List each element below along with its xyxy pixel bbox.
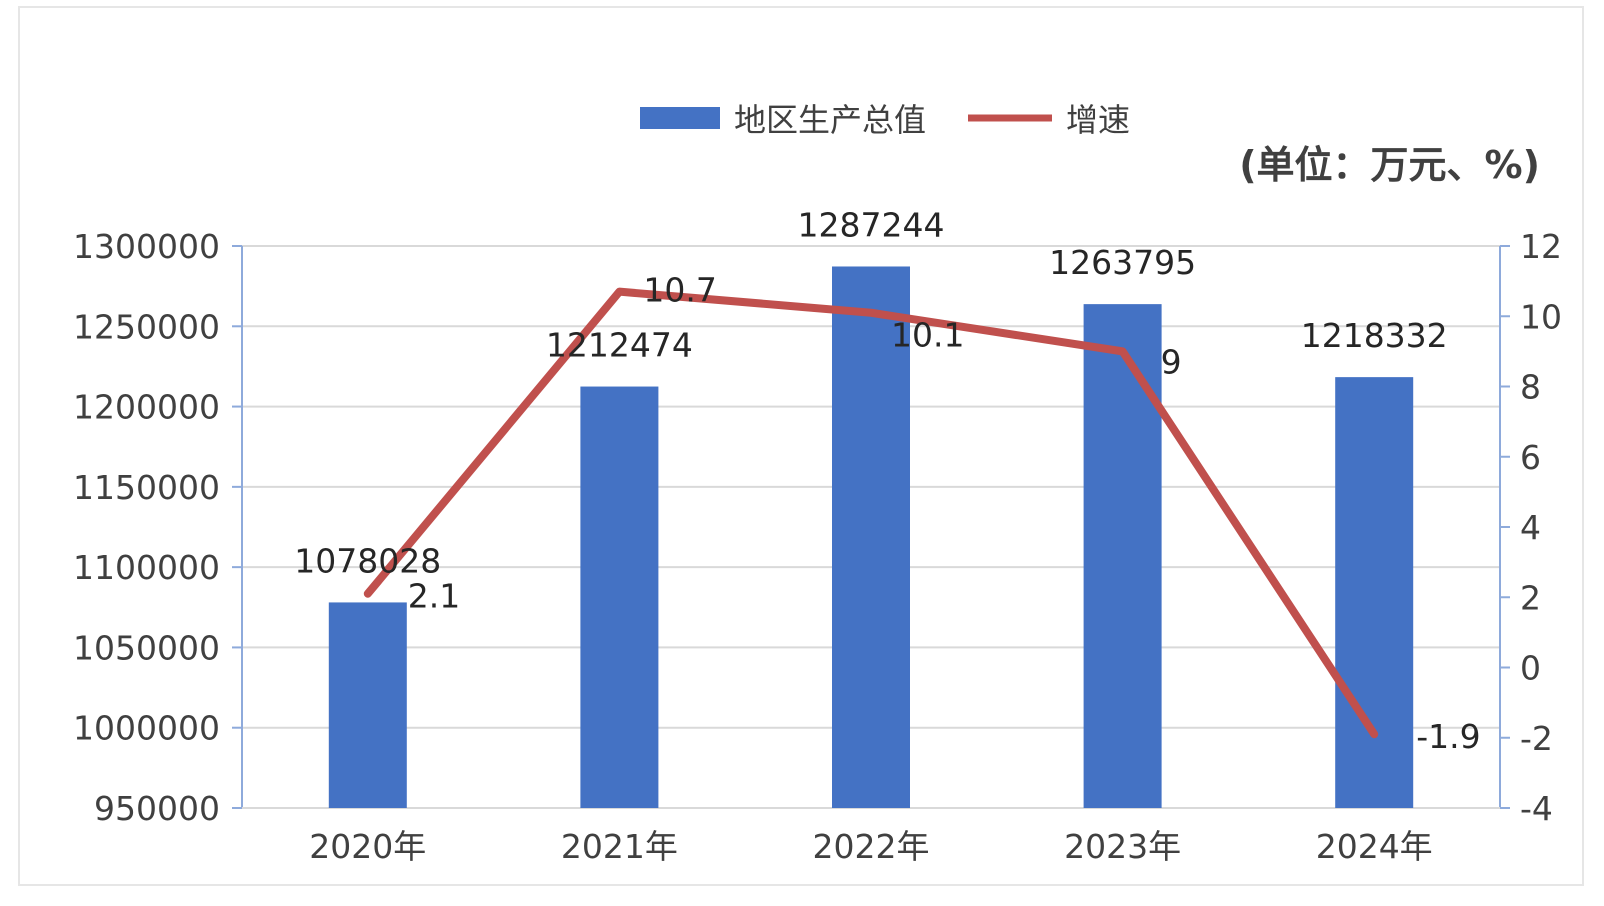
line-value-label: 10.7 bbox=[643, 271, 716, 310]
bar-value-label: 1078028 bbox=[294, 541, 441, 580]
chart-frame bbox=[18, 6, 1584, 886]
x-tick-label: 2021年 bbox=[561, 827, 678, 866]
right-tick-label: -2 bbox=[1520, 719, 1553, 758]
axes: 950000 1000000 1050000 1100000 1150000 120000… bbox=[73, 227, 1562, 866]
x-tick-label: 2024年 bbox=[1316, 827, 1433, 866]
bar-value-label: 1212474 bbox=[546, 326, 693, 365]
bar-value-label: 1263795 bbox=[1049, 243, 1196, 282]
left-tick-label: 1150000 bbox=[73, 468, 220, 507]
bar-value-label: 1218332 bbox=[1301, 316, 1448, 355]
bar bbox=[580, 386, 659, 808]
bar bbox=[328, 602, 407, 808]
line-point bbox=[1373, 733, 1375, 735]
bar-value-label: 1287244 bbox=[798, 205, 945, 244]
line-value-label: 10.1 bbox=[891, 316, 964, 355]
line-value-label: 9 bbox=[1161, 342, 1182, 381]
unit-label: (单位：万元、%) bbox=[1239, 143, 1540, 187]
right-tick-label: 4 bbox=[1520, 508, 1541, 547]
right-tick-label: 8 bbox=[1520, 368, 1541, 407]
legend-label-line: 增速 bbox=[1066, 101, 1130, 139]
left-tick-label: 950000 bbox=[94, 789, 220, 828]
legend-label-bar: 地区生产总值 bbox=[734, 101, 926, 139]
line-point bbox=[1122, 350, 1124, 352]
bar bbox=[1335, 377, 1414, 808]
left-tick-label: 1050000 bbox=[73, 628, 220, 667]
legend: 地区生产总值 增速 bbox=[640, 101, 1130, 139]
x-tick-label: 2022年 bbox=[813, 827, 930, 866]
line-series bbox=[363, 287, 1379, 739]
right-tick-label: -4 bbox=[1520, 789, 1553, 828]
left-tick-label: 1000000 bbox=[73, 709, 220, 748]
right-tick-label: 0 bbox=[1520, 649, 1541, 688]
right-tick-label: 12 bbox=[1520, 227, 1562, 266]
left-tick-label: 1300000 bbox=[73, 227, 220, 266]
legend-swatch-bar bbox=[640, 107, 720, 129]
line-point bbox=[870, 312, 872, 314]
bar bbox=[832, 266, 910, 808]
right-tick-label: 10 bbox=[1520, 297, 1562, 336]
right-tick-label: 2 bbox=[1520, 578, 1541, 617]
left-tick-label: 1250000 bbox=[73, 307, 220, 346]
line-point bbox=[618, 291, 620, 293]
x-tick-label: 2023年 bbox=[1064, 827, 1181, 866]
data-labels: 1078028 1212474 1287244 1263795 1218332 2.1 10… bbox=[294, 205, 1480, 756]
left-tick-label: 1200000 bbox=[73, 388, 220, 427]
x-tick-label: 2020年 bbox=[309, 827, 426, 866]
line-value-label: 2.1 bbox=[408, 577, 460, 616]
left-tick-label: 1100000 bbox=[73, 548, 220, 587]
bar bbox=[1083, 304, 1162, 808]
line-point bbox=[367, 593, 369, 595]
line-value-label: -1.9 bbox=[1416, 717, 1480, 756]
right-tick-label: 6 bbox=[1520, 438, 1541, 477]
